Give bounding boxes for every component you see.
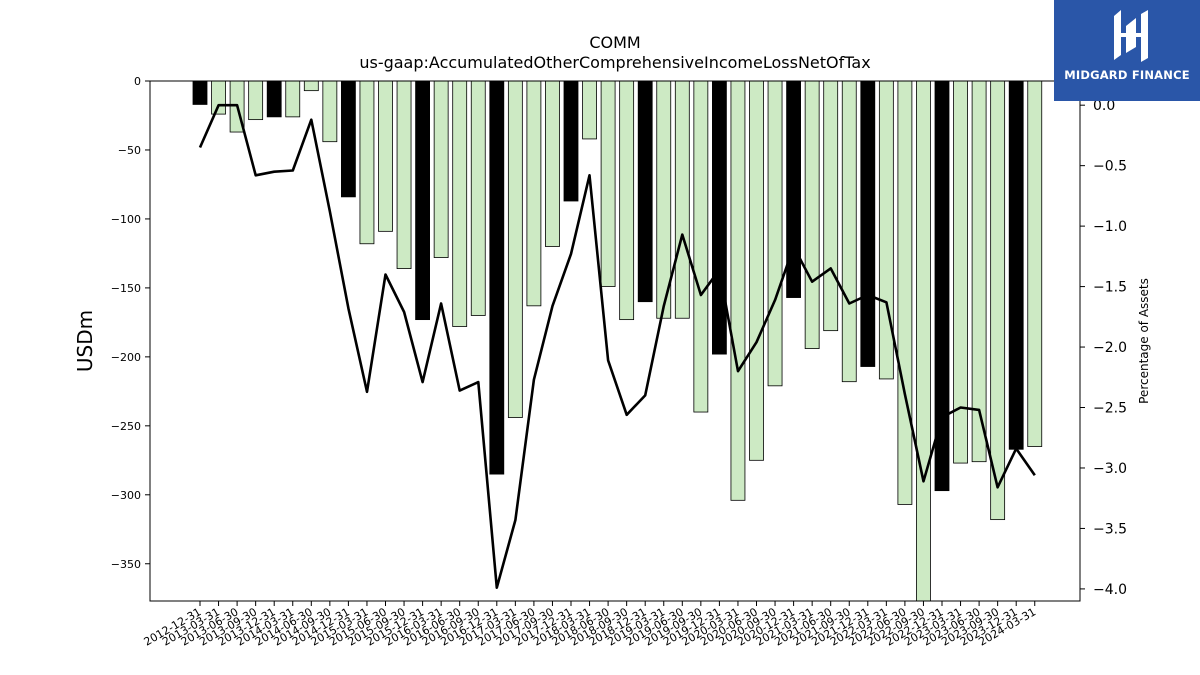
bar xyxy=(841,80,857,383)
bar xyxy=(470,80,486,316)
bar xyxy=(507,80,523,418)
bar xyxy=(712,80,727,355)
chart-title: COMM xyxy=(589,33,640,52)
bar xyxy=(303,80,319,92)
y-tick-label: −150 xyxy=(111,282,141,295)
y2-tick-label: −2.5 xyxy=(1093,401,1127,417)
y2-tick-label: −3.5 xyxy=(1093,521,1127,537)
y-tick-label: −350 xyxy=(111,558,141,571)
bar xyxy=(526,80,542,307)
y-tick-label: −300 xyxy=(111,489,141,502)
bar xyxy=(786,80,801,298)
y2-axis-label: Percentage of Assets xyxy=(1137,278,1151,404)
y2-tick-label: −0.5 xyxy=(1093,159,1127,175)
bar xyxy=(211,80,226,115)
bar xyxy=(897,80,913,505)
y-axis-label: USDm xyxy=(73,310,97,372)
bar xyxy=(990,80,1006,521)
bar xyxy=(693,80,709,413)
y-tick-label: −200 xyxy=(111,351,141,364)
line-group xyxy=(198,103,1036,590)
bar xyxy=(1008,80,1024,450)
bar xyxy=(545,80,560,247)
brand-name: MIDGARD FINANCE xyxy=(1064,68,1190,82)
bar xyxy=(860,80,876,367)
bar xyxy=(823,80,839,332)
bar xyxy=(637,80,653,303)
bar xyxy=(767,80,783,387)
bar xyxy=(582,80,597,140)
bar xyxy=(600,80,616,287)
y-tick-label: −250 xyxy=(111,420,141,433)
series-line xyxy=(198,103,1036,590)
y2-tick-label: −1.5 xyxy=(1093,280,1127,296)
bar xyxy=(192,80,208,105)
bar xyxy=(916,80,931,602)
bar xyxy=(248,80,264,121)
chart-subtitle: us-gaap:AccumulatedOtherComprehensiveInc… xyxy=(359,53,870,72)
plot-frame xyxy=(149,80,1081,602)
bar xyxy=(396,80,412,269)
bar xyxy=(266,80,282,118)
y2-tick-label: −2.0 xyxy=(1093,340,1127,356)
y2-tick-label: −3.0 xyxy=(1093,461,1127,477)
x-axis-ticks: 2012-12-312013-03-312013-06-302013-09-30… xyxy=(142,601,1038,649)
bar xyxy=(285,80,301,118)
y2-tick-label: −4.0 xyxy=(1093,582,1127,598)
left-axis-ticks: 0 −50 −100 −150 −200 −250 −300 −350 xyxy=(111,75,150,571)
bar xyxy=(971,80,987,463)
bar xyxy=(934,80,950,492)
bar xyxy=(489,80,505,475)
bar xyxy=(878,80,894,380)
y2-tick-label: −1.0 xyxy=(1093,219,1127,235)
bar xyxy=(1027,80,1043,447)
bar xyxy=(452,80,468,327)
bar xyxy=(749,80,764,461)
bar xyxy=(322,80,338,143)
bar xyxy=(674,80,690,319)
bar xyxy=(359,80,375,245)
y-tick-label: 0 xyxy=(134,75,141,88)
bar xyxy=(953,80,968,464)
bar xyxy=(378,80,393,232)
bar xyxy=(433,80,449,258)
bar xyxy=(804,80,820,349)
y2-tick-label: 0.0 xyxy=(1093,98,1115,114)
midgard-logo-icon xyxy=(1114,10,1148,62)
bar xyxy=(730,80,746,501)
y-tick-label: −50 xyxy=(118,144,141,157)
bar xyxy=(563,80,579,202)
bar xyxy=(415,80,431,321)
y-tick-label: −100 xyxy=(111,213,141,226)
bars-group xyxy=(192,80,1043,602)
brand-logo: MIDGARD FINANCE xyxy=(1054,0,1200,101)
bar xyxy=(619,80,635,321)
bar xyxy=(340,80,356,198)
right-axis-ticks: 0.0 −0.5 −1.0 −1.5 −2.0 −2.5 −3.0 −3.5 −4.0 xyxy=(1080,98,1127,598)
